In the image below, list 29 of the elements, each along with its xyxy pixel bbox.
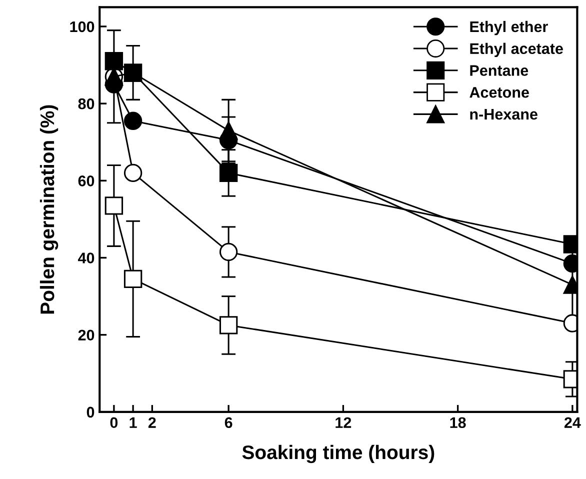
x-tick-label: 2 [148,417,156,428]
point [219,164,238,182]
point [124,164,142,182]
y-tick-label: 20 [78,330,94,341]
y-tick-label: 0 [86,406,94,418]
y-tick-label: 40 [78,252,94,264]
point [104,196,124,215]
x-axis-title: Soaking time (hours) [242,444,434,464]
y-tick-label: 80 [78,98,94,110]
point [124,112,142,130]
legend-label: Pentane [470,65,528,76]
y-axis-title: Pollen germination (%) [40,105,58,314]
point [219,316,238,334]
legend-label: Ethyl ether [470,20,548,36]
y-tick-label: 60 [78,176,94,186]
legend-label: Acetone [470,87,529,98]
x-tick-label: 12 [336,417,352,428]
point [104,52,124,70]
point [124,270,142,288]
y-tick-label: 100 [70,21,94,32]
x-tick-label: 6 [224,417,232,428]
x-tick-label: 18 [450,417,466,428]
legend-label: n-Hexane [470,109,538,120]
x-tick-label: 24 [564,417,581,428]
legend-label: Ethyl acetate [470,42,563,58]
point [219,121,238,140]
x-tick-label: 0 [110,417,118,428]
x-tick-label: 1 [130,417,137,428]
point [219,242,238,262]
